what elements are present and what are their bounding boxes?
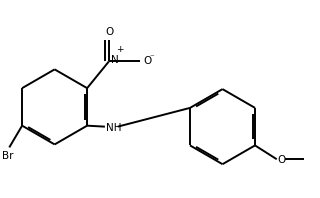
Text: +: + <box>116 45 123 54</box>
Text: ⁻: ⁻ <box>149 53 154 62</box>
Text: O: O <box>278 155 286 165</box>
Text: O: O <box>105 27 114 37</box>
Text: O: O <box>143 56 152 67</box>
Text: Br: Br <box>2 151 13 161</box>
Text: NH: NH <box>106 123 121 133</box>
Text: N: N <box>111 55 119 66</box>
